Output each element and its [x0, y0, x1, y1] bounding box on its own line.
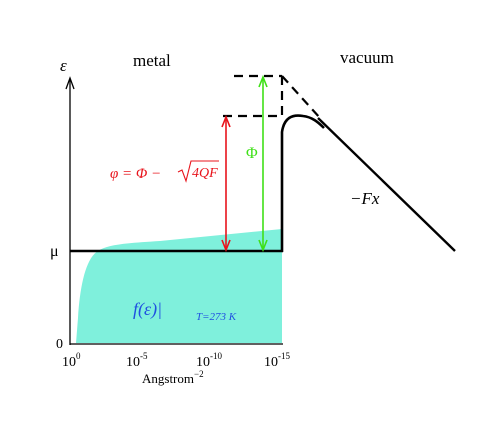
- x-tick-3: 10-15: [264, 351, 290, 370]
- x-axis-label: Angstrom−2: [142, 369, 204, 386]
- svg-text:10-5: 10-5: [126, 351, 148, 370]
- fermi-distribution-fill: [76, 229, 282, 343]
- barrier-wall: [280, 114, 325, 252]
- work-function-arrow: [258, 74, 268, 253]
- fermi-dist-main: f(ε)|: [133, 299, 162, 320]
- svg-text:φ = Φ −: φ = Φ −: [110, 166, 161, 182]
- fermi-dist-sub: T=273 K: [196, 311, 237, 323]
- work-function-label: Φ: [246, 145, 258, 162]
- svg-text:f(ε)|: f(ε)|: [133, 299, 162, 320]
- x-tick-0: 100: [62, 351, 81, 370]
- sqrt-sign: [177, 160, 219, 183]
- fermi-distribution-label: f(ε)| T=273 K: [133, 299, 237, 323]
- zero-label: 0: [56, 337, 63, 352]
- energy-axis-arrowhead: [65, 76, 75, 90]
- svg-text:Angstrom−2: Angstrom−2: [142, 369, 204, 386]
- phi-eff-radicand: 4QF: [192, 166, 218, 181]
- svg-text:10-15: 10-15: [264, 351, 290, 370]
- field-potential-label: −Fx: [350, 189, 380, 208]
- svg-text:100: 100: [62, 351, 81, 370]
- effective-work-function-label: φ = Φ − 4QF: [110, 160, 219, 183]
- x-tick-1: 10-5: [126, 351, 148, 370]
- metal-label: metal: [133, 51, 171, 70]
- phi-eff-lhs: φ = Φ −: [110, 166, 161, 182]
- unlowered-potential-dashed: [281, 75, 321, 119]
- energy-axis-label: ε: [60, 56, 67, 75]
- effective-work-function-arrow: [221, 114, 231, 253]
- x-tick-2: 10-10: [196, 351, 222, 370]
- vacuum-label: vacuum: [340, 48, 394, 67]
- svg-text:10-10: 10-10: [196, 351, 222, 370]
- mu-label: μ: [50, 243, 59, 260]
- field-potential-line: [317, 117, 456, 252]
